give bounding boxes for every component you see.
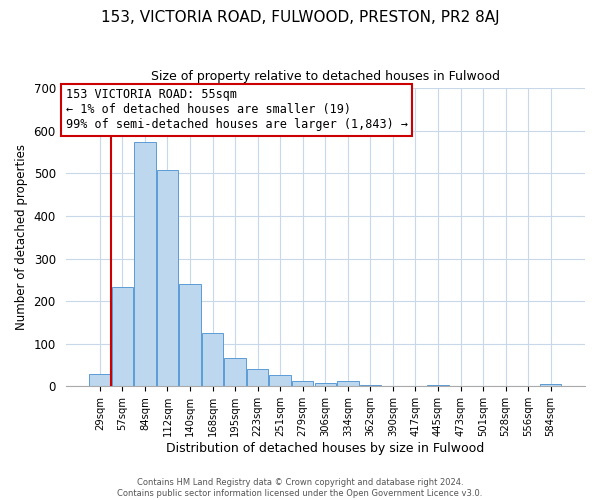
Bar — [157, 170, 178, 386]
Bar — [202, 333, 223, 386]
Text: 153, VICTORIA ROAD, FULWOOD, PRESTON, PR2 8AJ: 153, VICTORIA ROAD, FULWOOD, PRESTON, PR… — [101, 10, 499, 25]
Title: Size of property relative to detached houses in Fulwood: Size of property relative to detached ho… — [151, 70, 500, 83]
Bar — [292, 381, 313, 386]
Bar — [269, 376, 291, 386]
Bar — [247, 370, 268, 386]
Bar — [540, 384, 562, 386]
Bar — [359, 385, 381, 386]
Bar — [427, 385, 449, 386]
Bar — [134, 142, 155, 386]
Bar — [224, 358, 246, 386]
Bar — [112, 286, 133, 386]
X-axis label: Distribution of detached houses by size in Fulwood: Distribution of detached houses by size … — [166, 442, 484, 455]
Bar — [314, 382, 336, 386]
Bar — [179, 284, 201, 386]
Y-axis label: Number of detached properties: Number of detached properties — [15, 144, 28, 330]
Bar — [337, 381, 359, 386]
Bar — [89, 374, 110, 386]
Text: Contains HM Land Registry data © Crown copyright and database right 2024.
Contai: Contains HM Land Registry data © Crown c… — [118, 478, 482, 498]
Text: 153 VICTORIA ROAD: 55sqm
← 1% of detached houses are smaller (19)
99% of semi-de: 153 VICTORIA ROAD: 55sqm ← 1% of detache… — [65, 88, 407, 132]
